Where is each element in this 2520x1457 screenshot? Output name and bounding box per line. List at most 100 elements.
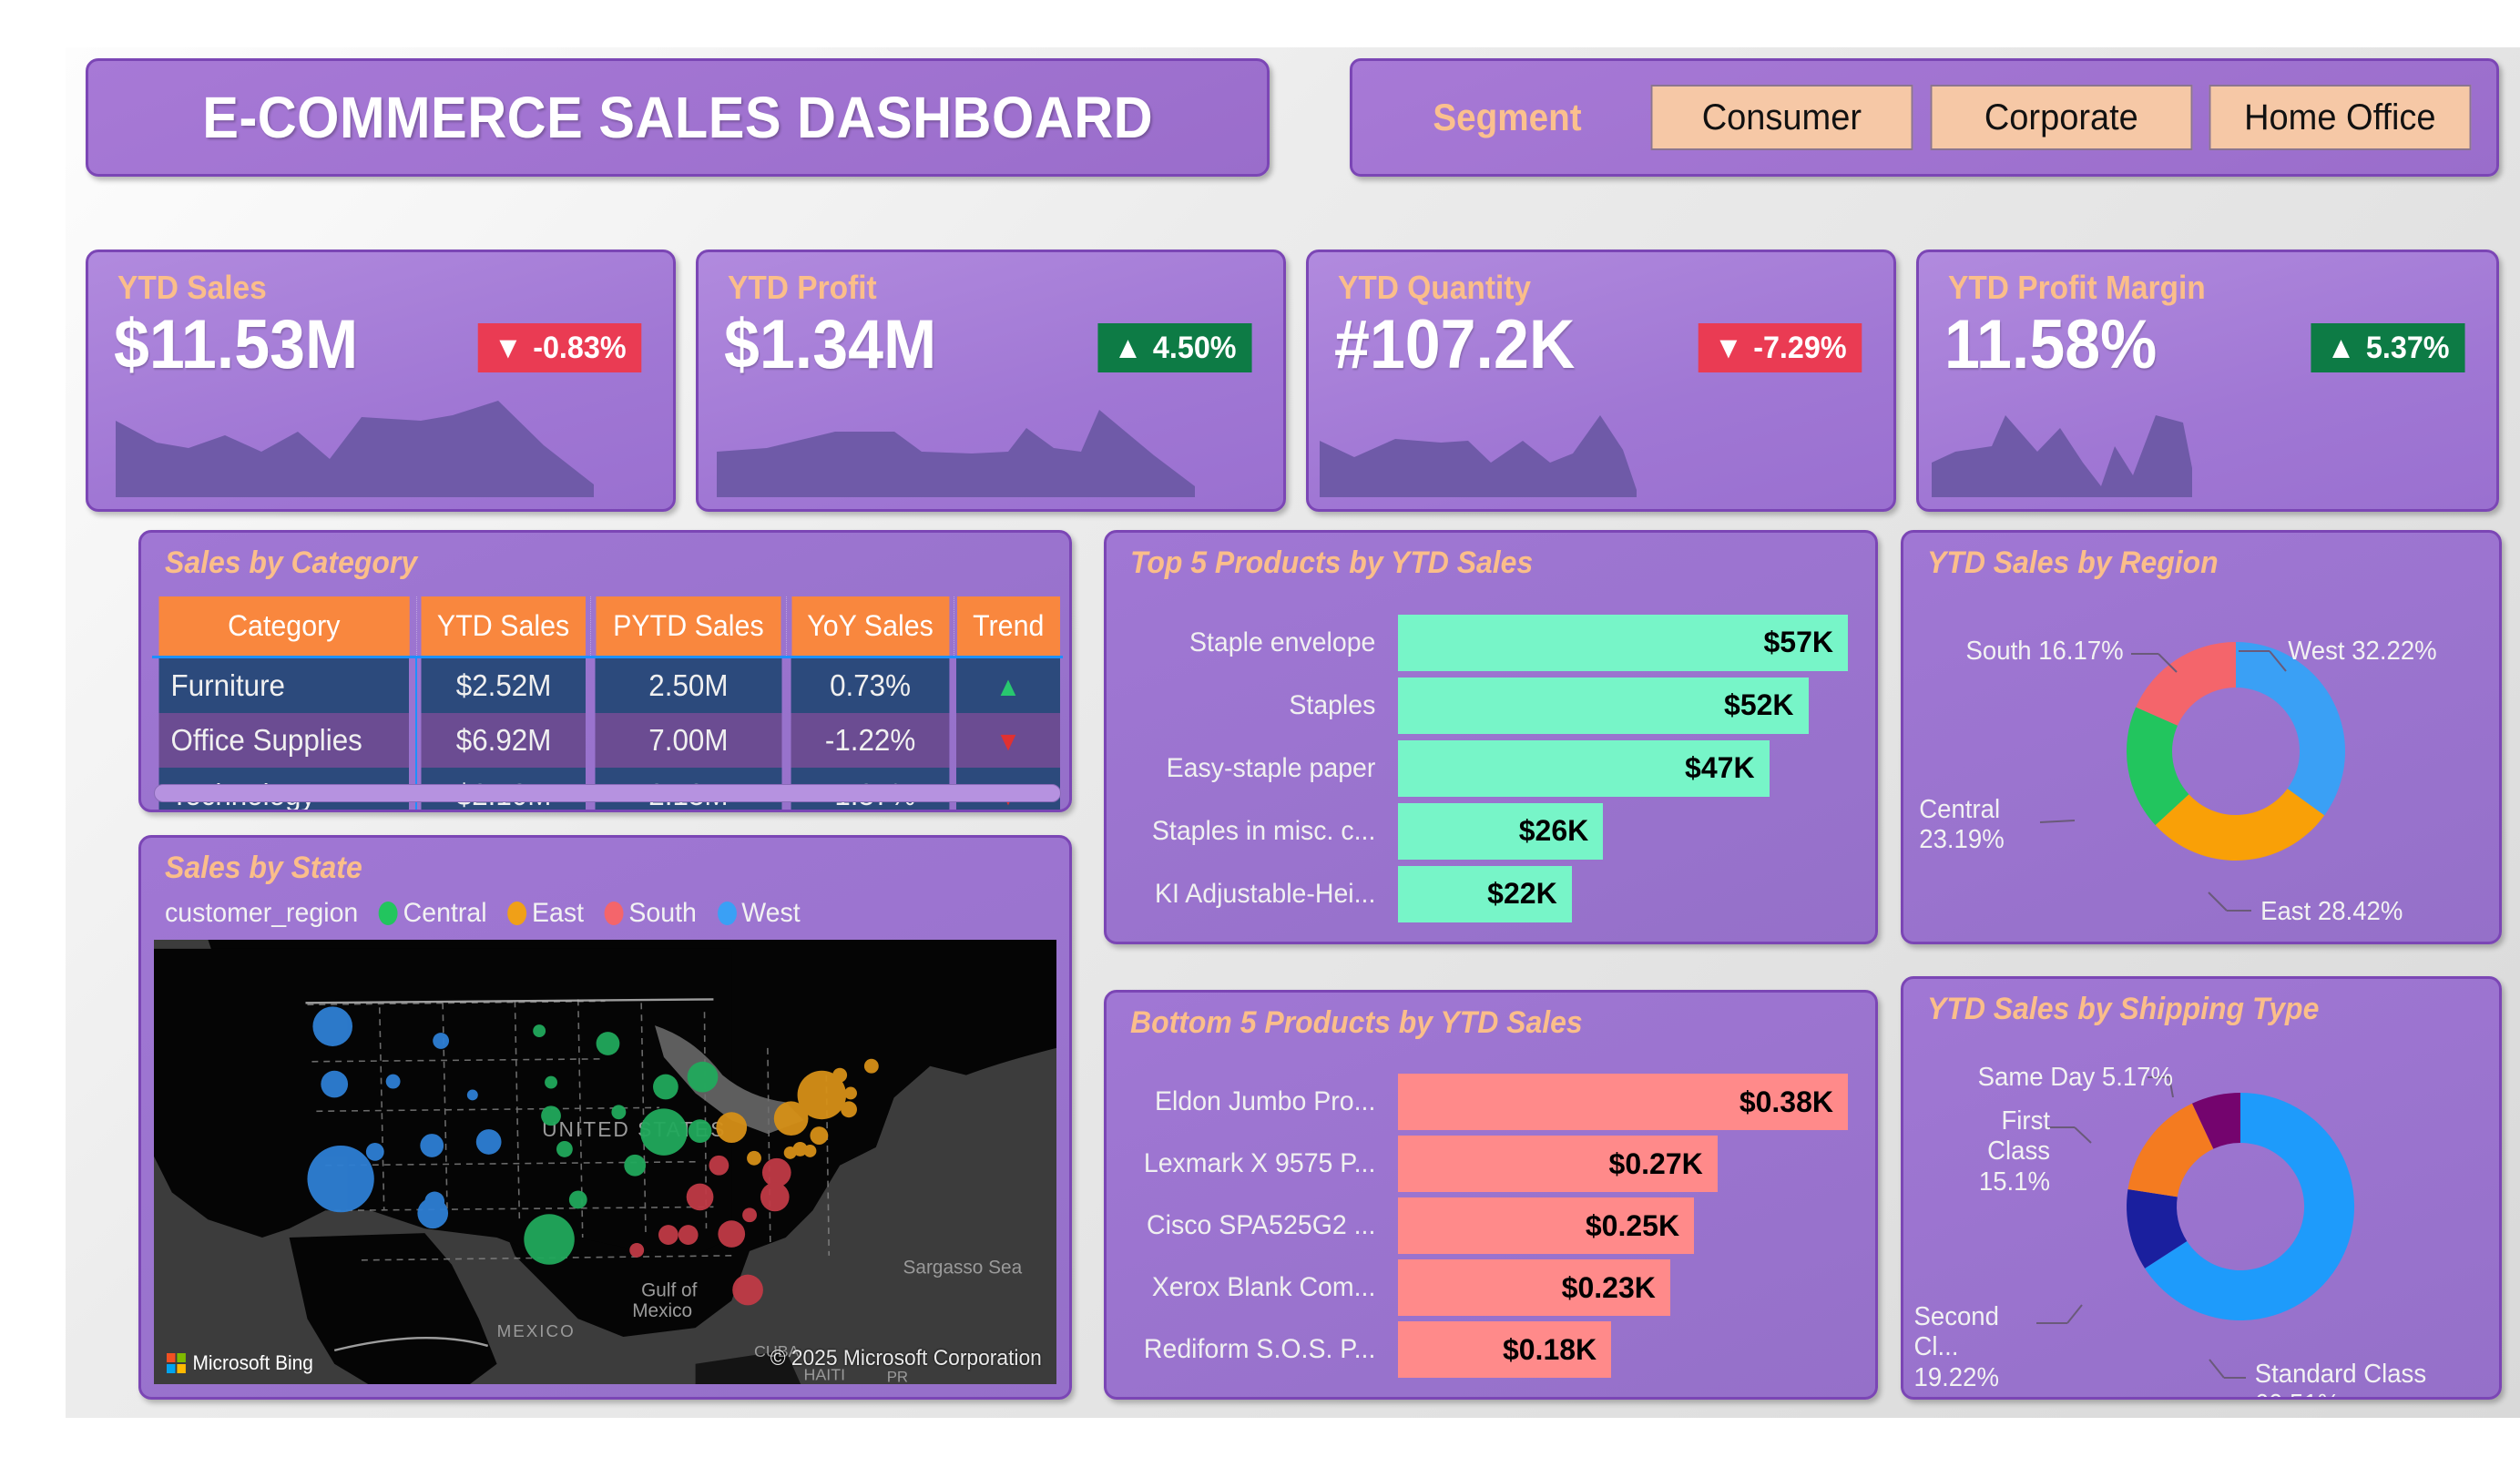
donut-label-west: West 32.22% bbox=[2288, 637, 2437, 666]
trend-up-icon: ▲ bbox=[995, 672, 1022, 702]
trend-up-icon: ▲ bbox=[1113, 330, 1143, 365]
column-header-ytd-sales[interactable]: YTD Sales bbox=[420, 596, 587, 657]
bar-row[interactable]: Staples in misc. c... $26K bbox=[1125, 800, 1848, 862]
donut-slice-standard-class bbox=[2145, 1093, 2355, 1320]
column-header-pytd-sales[interactable]: PYTD Sales bbox=[595, 596, 782, 657]
dashboard-title-card: E-COMMERCE SALES DASHBOARD bbox=[86, 58, 1270, 177]
bar-row[interactable]: Staples $52K bbox=[1125, 674, 1848, 737]
bar-value: $0.38K bbox=[1398, 1074, 1848, 1130]
kpi-card-ytd-profit[interactable]: YTD Profit $1.34M ▲ 4.50% bbox=[696, 250, 1286, 512]
cell-ytd: $2.52M bbox=[420, 656, 587, 713]
bar-row[interactable]: Eldon Jumbo Pro... $0.38K bbox=[1125, 1071, 1848, 1133]
kpi-delta-badge: ▲ 4.50% bbox=[1097, 323, 1252, 372]
bar-category-label: Cisco SPA525G2 ... bbox=[1147, 1210, 1376, 1240]
cell-trend: ▲ bbox=[956, 656, 1060, 713]
segment-button-group: Consumer Corporate Home Office bbox=[1644, 85, 2478, 150]
bar-row[interactable]: Easy-staple paper $47K bbox=[1125, 737, 1848, 800]
segment-button-home-office[interactable]: Home Office bbox=[2209, 85, 2472, 150]
bar-row[interactable]: KI Adjustable-Hei... $22K bbox=[1125, 862, 1848, 925]
category-table-wrapper[interactable]: Category YTD Sales PYTD Sales YoY Sales … bbox=[152, 596, 1063, 810]
panel-title: Bottom 5 Products by YTD Sales bbox=[1130, 1005, 1583, 1040]
bar-row[interactable]: Rediform S.O.S. P... $0.18K bbox=[1125, 1319, 1848, 1381]
bar-value: $52K bbox=[1398, 677, 1809, 734]
kpi-card-ytd-quantity[interactable]: YTD Quantity #107.2K ▼ -7.29% bbox=[1306, 250, 1896, 512]
column-header-yoy-sales[interactable]: YoY Sales bbox=[791, 596, 950, 657]
horizontal-scrollbar[interactable] bbox=[154, 784, 1061, 802]
donut-leader-lines bbox=[2039, 650, 2287, 912]
trend-down-icon: ▼ bbox=[1713, 330, 1743, 365]
legend-item-east[interactable]: East bbox=[507, 898, 584, 929]
bar-value: $0.25K bbox=[1398, 1197, 1695, 1254]
kpi-delta-value: -0.83% bbox=[532, 330, 627, 365]
donut-label-east: East 28.42% bbox=[2260, 897, 2403, 926]
column-header-trend[interactable]: Trend bbox=[956, 596, 1060, 657]
donut-slice-same-day bbox=[2192, 1093, 2240, 1149]
trend-up-icon: ▲ bbox=[2326, 330, 2356, 365]
segment-button-corporate[interactable]: Corporate bbox=[1930, 85, 2192, 150]
kpi-delta-value: 5.37% bbox=[2365, 330, 2450, 365]
sparkline-ytd-quantity bbox=[1320, 415, 1637, 497]
column-header-category[interactable]: Category bbox=[158, 596, 411, 657]
trend-down-icon: ▼ bbox=[995, 727, 1022, 757]
kpi-title: YTD Profit Margin bbox=[1948, 269, 2206, 306]
legend-item-central[interactable]: Central bbox=[379, 898, 487, 929]
bar-chart-top5: Staple envelope $57K Staples $52K Easy-s… bbox=[1125, 611, 1848, 925]
donut-chart-region[interactable]: West 32.22% South 16.17% Central 23.19% … bbox=[1903, 533, 2499, 942]
bar-value: $0.23K bbox=[1398, 1259, 1670, 1316]
panel-sales-by-category: Sales by Category Category YTD Sales PYT… bbox=[138, 530, 1072, 812]
kpi-card-ytd-profit-margin[interactable]: YTD Profit Margin 11.58% ▲ 5.37% bbox=[1916, 250, 2499, 512]
bar-row[interactable]: Lexmark X 9575 P... $0.27K bbox=[1125, 1133, 1848, 1195]
donut-chart-shipping[interactable]: Same Day 5.17% First Class 15.1% Second … bbox=[1903, 979, 2499, 1397]
sparkline-ytd-profit bbox=[717, 410, 1195, 497]
bar-value: $57K bbox=[1398, 614, 1848, 671]
bar-category-label: Rediform S.O.S. P... bbox=[1143, 1334, 1376, 1364]
donut-label-first-class: First Class 15.1% bbox=[1978, 1106, 2050, 1197]
legend-label: South bbox=[628, 898, 697, 928]
donut-label-second-class: Second Cl... 19.22% bbox=[1913, 1302, 1999, 1392]
cell-ytd: $6.92M bbox=[420, 713, 587, 768]
bar-value: $22K bbox=[1398, 865, 1572, 922]
donut-slice-second-class bbox=[2127, 1189, 2188, 1269]
legend-item-south[interactable]: South bbox=[604, 898, 697, 929]
table-row[interactable]: Furniture $2.52M 2.50M 0.73% ▲ bbox=[152, 656, 1063, 713]
cell-yoy: 0.73% bbox=[791, 656, 950, 713]
map-legend: customer_region Central East South West bbox=[165, 898, 801, 929]
kpi-delta-badge: ▼ -7.29% bbox=[1698, 323, 1862, 372]
cell-pytd: 7.00M bbox=[595, 713, 782, 768]
donut-svg-shipping bbox=[2036, 1076, 2355, 1379]
map-graphics: UNITED STATES MEXICO Gulf of Mexico Sarg… bbox=[154, 940, 1056, 1384]
svg-text:Gulf of: Gulf of bbox=[641, 1279, 697, 1300]
kpi-value: #107.2K bbox=[1334, 306, 1576, 383]
bar-value: $0.18K bbox=[1398, 1321, 1612, 1378]
cell-trend: ▼ bbox=[956, 713, 1060, 768]
kpi-delta-badge: ▼ -0.83% bbox=[477, 323, 642, 372]
bing-logo: Microsoft Bing bbox=[167, 1351, 313, 1375]
bar-value: $26K bbox=[1398, 802, 1604, 860]
bar-category-label: Staples bbox=[1289, 689, 1376, 720]
donut-slice-east bbox=[2155, 789, 2325, 861]
legend-swatch-icon bbox=[379, 902, 398, 925]
segment-label: Segment bbox=[1433, 96, 1582, 138]
bar-category-label: Eldon Jumbo Pro... bbox=[1155, 1086, 1376, 1116]
donut-label-standard-class: Standard Class 60.51% bbox=[2254, 1360, 2427, 1397]
kpi-title: YTD Profit bbox=[728, 269, 877, 306]
legend-item-west[interactable]: West bbox=[717, 898, 801, 929]
bar-row[interactable]: Staple envelope $57K bbox=[1125, 611, 1848, 674]
bar-row[interactable]: Xerox Blank Com... $0.23K bbox=[1125, 1257, 1848, 1319]
bar-category-label: Lexmark X 9575 P... bbox=[1143, 1148, 1376, 1178]
kpi-card-ytd-sales[interactable]: YTD Sales $11.53M ▼ -0.83% bbox=[86, 250, 676, 512]
bar-category-label: Easy-staple paper bbox=[1166, 752, 1376, 783]
panel-bottom-5-products: Bottom 5 Products by YTD Sales Eldon Jum… bbox=[1104, 990, 1878, 1400]
donut-label-south: South 16.17% bbox=[1965, 637, 2124, 666]
bar-value: $47K bbox=[1398, 739, 1770, 797]
kpi-value: $1.34M bbox=[724, 306, 937, 383]
bing-map[interactable]: UNITED STATES MEXICO Gulf of Mexico Sarg… bbox=[154, 940, 1056, 1384]
donut-leader-lines bbox=[2036, 1076, 2246, 1379]
segment-button-consumer[interactable]: Consumer bbox=[1650, 85, 1913, 150]
kpi-title: YTD Quantity bbox=[1338, 269, 1532, 306]
svg-text:Mexico: Mexico bbox=[632, 1300, 692, 1321]
panel-title: Top 5 Products by YTD Sales bbox=[1130, 545, 1534, 580]
category-table: Category YTD Sales PYTD Sales YoY Sales … bbox=[152, 596, 1063, 810]
table-row[interactable]: Office Supplies $6.92M 7.00M -1.22% ▼ bbox=[152, 713, 1063, 768]
bar-row[interactable]: Cisco SPA525G2 ... $0.25K bbox=[1125, 1195, 1848, 1257]
